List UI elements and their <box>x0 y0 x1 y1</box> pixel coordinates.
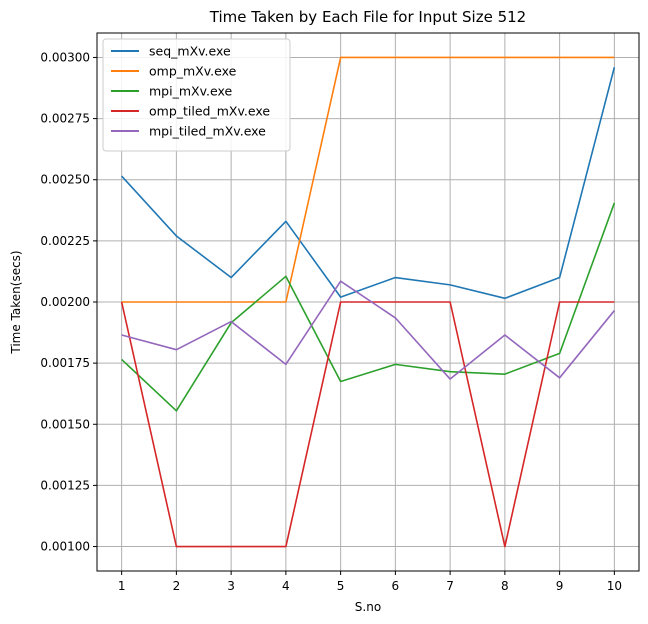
y-tick-label: 0.00225 <box>40 234 90 248</box>
series-line-mpi-tiled-mxv-exe <box>121 280 615 380</box>
y-tick-label: 0.00125 <box>40 478 90 492</box>
legend-label: omp_mXv.exe <box>149 64 237 79</box>
x-tick-label: 9 <box>556 579 564 593</box>
series-line-seq-mxv-exe <box>121 67 616 300</box>
legend-label: mpi_mXv.exe <box>149 84 232 99</box>
legend-label: mpi_tiled_mXv.exe <box>149 124 266 139</box>
x-tick-label: 2 <box>173 579 181 593</box>
legend: seq_mXv.exe omp_mXv.exe mpi_mXv.exe omp_til… <box>102 38 291 152</box>
y-axis-title: Time Taken(secs) <box>9 250 23 354</box>
y-tick-label: 0.00275 <box>40 112 90 126</box>
chart-title: Time Taken by Each File for Input Size 5… <box>209 8 526 26</box>
series-line-omp-mxv-exe <box>121 56 615 303</box>
x-tick-label: 10 <box>607 579 622 593</box>
series-line-omp-tiled-mxv-exe <box>120 301 615 548</box>
legend-label: omp_tiled_mXv.exe <box>149 104 270 119</box>
x-tick-label: 1 <box>118 579 126 593</box>
x-axis-title: S.no <box>355 600 381 614</box>
legend-box <box>102 38 291 152</box>
series-lines <box>120 56 616 548</box>
x-tick-label: 5 <box>337 579 345 593</box>
x-tick-label: 8 <box>501 579 509 593</box>
x-tick-label: 4 <box>282 579 290 593</box>
legend-label: seq_mXv.exe <box>149 44 231 59</box>
y-tick-label: 0.00100 <box>40 540 90 554</box>
y-tick-label: 0.00150 <box>40 417 90 431</box>
y-tick-label: 0.00250 <box>40 173 90 187</box>
x-tick-label: 3 <box>227 579 235 593</box>
y-tick-label: 0.00300 <box>40 50 90 64</box>
x-axis: 1 2 3 4 5 6 7 8 9 10 <box>118 571 622 593</box>
series-line-mpi-mxv-exe <box>121 202 616 412</box>
y-tick-label: 0.00200 <box>40 295 90 309</box>
y-axis: 0.00100 0.00125 0.00150 0.00175 0.00200 0.002… <box>40 50 97 554</box>
x-tick-label: 7 <box>446 579 454 593</box>
x-tick-label: 6 <box>392 579 400 593</box>
y-tick-label: 0.00175 <box>40 356 90 370</box>
